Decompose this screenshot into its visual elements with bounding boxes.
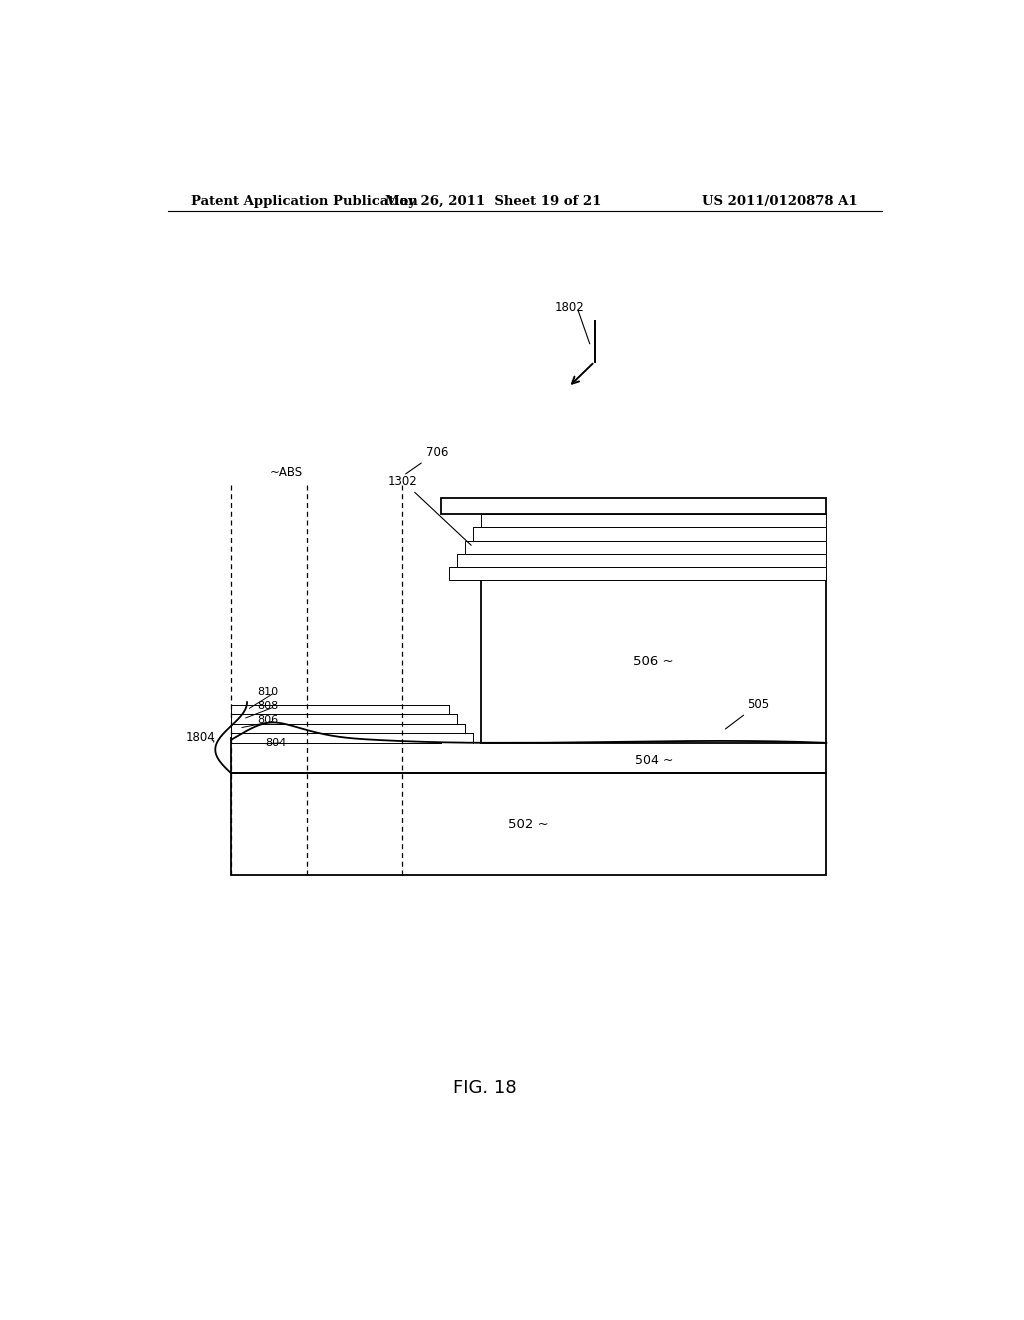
Text: 1802: 1802 — [555, 301, 585, 314]
Text: 1302: 1302 — [388, 475, 471, 545]
Bar — [458, 554, 826, 568]
Text: 506 ~: 506 ~ — [634, 655, 674, 668]
Text: 1804: 1804 — [185, 731, 215, 744]
Text: 806: 806 — [258, 715, 279, 725]
Bar — [450, 568, 826, 581]
Bar — [473, 528, 826, 541]
Text: ~ABS: ~ABS — [269, 466, 303, 479]
Text: FIG. 18: FIG. 18 — [454, 1080, 517, 1097]
Text: 502 ~: 502 ~ — [508, 817, 549, 830]
Text: May 26, 2011  Sheet 19 of 21: May 26, 2011 Sheet 19 of 21 — [385, 194, 601, 207]
Text: 505: 505 — [725, 698, 769, 729]
Text: 808: 808 — [257, 701, 279, 710]
Bar — [481, 581, 826, 743]
Text: US 2011/0120878 A1: US 2011/0120878 A1 — [702, 194, 858, 207]
Bar — [481, 513, 826, 528]
Text: 810: 810 — [258, 686, 279, 697]
Text: 804: 804 — [265, 738, 287, 748]
Text: 504 ~: 504 ~ — [635, 754, 673, 767]
Bar — [231, 774, 826, 875]
Text: Patent Application Publication: Patent Application Publication — [191, 194, 418, 207]
Text: 706: 706 — [406, 446, 447, 474]
Bar — [465, 541, 826, 554]
Bar — [441, 498, 826, 515]
